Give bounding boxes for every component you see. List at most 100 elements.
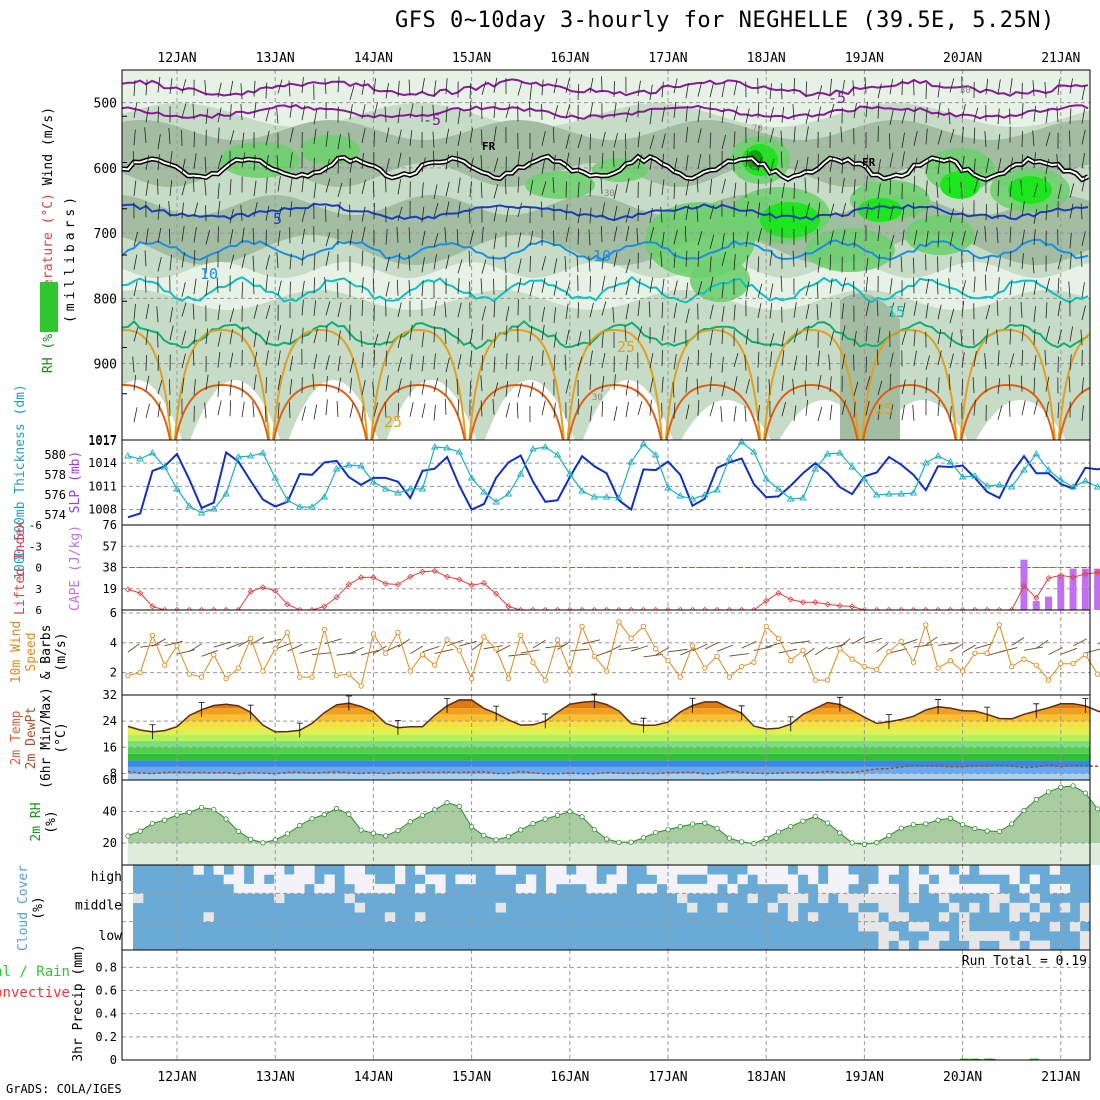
lifted-index-marker <box>812 599 819 606</box>
wind-speed-marker <box>297 674 303 680</box>
wind-barb <box>337 76 340 93</box>
cloud-row-label: middle <box>75 899 122 914</box>
wind-barb <box>661 153 665 170</box>
wind-barb <box>948 373 951 390</box>
rh-marker <box>653 829 659 836</box>
wind-barb <box>1045 325 1051 341</box>
temperature-color-band <box>127 734 1090 741</box>
wind-barb <box>733 304 736 321</box>
contour-label: 70 <box>752 124 763 134</box>
wind-speed-marker <box>763 623 769 630</box>
thickness-marker <box>259 449 267 456</box>
wind-barb <box>1045 278 1050 293</box>
wind-barb <box>457 327 459 344</box>
wind-barb <box>985 328 989 345</box>
wind-speed-marker <box>1094 671 1100 677</box>
cloud-clear-cell <box>737 874 748 885</box>
rh-very-moist-region <box>760 202 820 238</box>
cloud-clear-cell <box>1059 883 1071 894</box>
wind-barb <box>889 278 893 294</box>
wind-barb <box>480 400 483 417</box>
wind-speed-marker <box>739 664 745 670</box>
lifted-index-marker <box>345 581 352 588</box>
wind-barb-10m <box>876 643 889 653</box>
wind-barb <box>925 180 928 197</box>
wind-barb <box>925 230 929 247</box>
cloud-clear-cell <box>1019 931 1030 941</box>
wind-barb <box>925 377 928 394</box>
wind-barb <box>685 105 688 122</box>
wind-barb <box>913 131 918 146</box>
wind-barb <box>817 257 821 273</box>
cloud-clear-cell <box>838 865 849 875</box>
wind-barb <box>1033 306 1036 323</box>
wind-barb <box>805 126 809 142</box>
wind-barb <box>696 176 699 193</box>
wind-barb <box>1033 279 1038 295</box>
cape-bar <box>1057 576 1065 610</box>
thickness-marker <box>320 493 329 500</box>
wind-barb <box>433 203 439 218</box>
cloud-clear-cell <box>757 865 768 875</box>
wind-barb <box>457 277 460 294</box>
cloud-clear-cell <box>938 874 950 885</box>
wind-barb <box>792 378 795 395</box>
wind-barb <box>216 276 219 293</box>
wind-barb <box>397 129 402 145</box>
cloud-clear-cell <box>878 921 889 932</box>
wind-barb <box>505 381 508 397</box>
wind-barb <box>336 282 339 299</box>
wind-barb <box>865 276 869 293</box>
wind-barb <box>481 324 484 341</box>
minmax-errorbar <box>984 706 991 722</box>
wind-barb <box>733 105 739 121</box>
thickness-marker <box>197 509 206 516</box>
wind-speed-marker <box>247 635 254 641</box>
cloud-clear-cell <box>787 874 799 885</box>
wind-barb <box>325 178 331 193</box>
axis-title-line: & Barbs <box>39 625 54 680</box>
wind-barb <box>229 352 234 368</box>
cloud-clear-cell <box>838 893 849 904</box>
wind-barb <box>565 204 568 221</box>
wind-barb <box>397 357 403 372</box>
temperature-color-band <box>127 727 1090 735</box>
cloud-clear-cell <box>727 883 738 894</box>
wind-barb <box>600 226 603 243</box>
wind-barb <box>349 377 353 394</box>
temp-contour-15 <box>122 275 1089 304</box>
wind-barb <box>985 158 990 174</box>
wind-barb <box>733 405 737 422</box>
wind-speed-marker <box>1009 664 1015 670</box>
thickness-marker <box>455 448 464 455</box>
thickness-tick-label: 576 <box>44 488 66 502</box>
wind-barb <box>241 401 245 418</box>
wind-barb <box>240 104 243 120</box>
wind-barb <box>637 131 641 148</box>
wind-barb <box>1009 157 1014 173</box>
cloud-clear-cell <box>848 874 859 885</box>
wind-barb <box>445 357 450 373</box>
cloud-clear-cell <box>676 883 688 894</box>
wind-barb <box>385 176 387 193</box>
wind-barb <box>613 406 618 422</box>
wind-barb <box>325 232 331 247</box>
cloud-clear-cell <box>908 865 920 875</box>
wind-barb <box>324 78 327 95</box>
wind-barb <box>396 226 399 243</box>
date-tick-label: 17JAN <box>648 51 687 66</box>
dry-boundary-dome <box>288 380 379 440</box>
wind-barb <box>697 231 703 246</box>
thickness-marker <box>676 492 685 499</box>
wind-barb <box>961 280 967 295</box>
wind-tick-label: 4 <box>110 636 117 650</box>
wind-barb <box>733 254 736 271</box>
wind-barb <box>361 277 364 294</box>
run-total-label: Run Total = 0.19 <box>962 954 1087 969</box>
wind-speed-marker <box>174 643 180 649</box>
cloud-clear-cell <box>556 874 567 885</box>
cloud-clear-cell <box>888 931 899 941</box>
wind-barb <box>660 251 663 268</box>
lifted-index-marker <box>1045 575 1052 582</box>
temp-contour-25 <box>1057 332 1090 440</box>
